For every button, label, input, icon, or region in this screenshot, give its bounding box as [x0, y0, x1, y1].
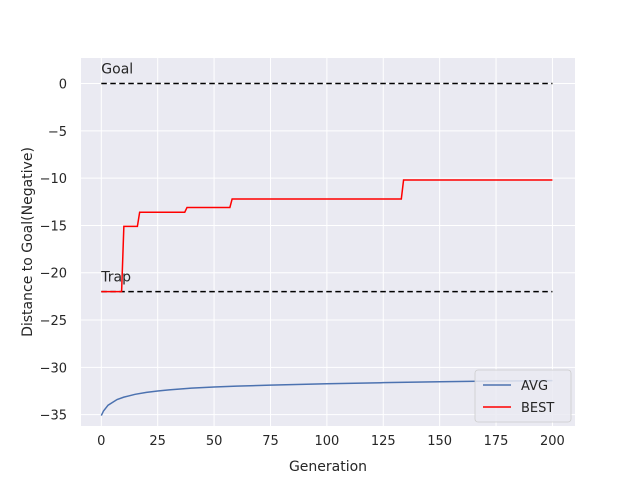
y-tick-label: −35 — [40, 409, 67, 424]
y-axis-label: Distance to Goal(Negative) — [20, 147, 36, 337]
x-axis-label: Generation — [289, 459, 367, 475]
x-tick-label: 175 — [484, 434, 509, 449]
y-tick-label: −15 — [40, 219, 67, 234]
x-tick-label: 200 — [540, 434, 565, 449]
y-tick-label: −10 — [40, 172, 67, 187]
x-tick-label: 125 — [371, 434, 396, 449]
legend-label-avg: AVG — [521, 379, 548, 394]
trap-label: Trap — [100, 270, 131, 286]
legend-box — [474, 369, 572, 423]
y-tick-label: 0 — [59, 78, 67, 93]
series-line-avg — [100, 379, 553, 416]
plot-background — [81, 58, 575, 426]
series-line-best — [101, 179, 553, 293]
x-tick-labels: 0 25 50 75 100 125 150 175 200 — [97, 434, 565, 449]
y-tick-labels: 0 −5 −10 −15 −20 −25 −30 −35 — [40, 78, 67, 424]
x-tick-label: 100 — [314, 434, 339, 449]
reference-lines: Goal Trap — [100, 62, 553, 293]
y-tick-label: −5 — [48, 125, 67, 140]
x-tick-label: 150 — [427, 434, 452, 449]
goal-label: Goal — [101, 62, 133, 78]
series-lines — [100, 179, 553, 416]
x-tick-label: 25 — [149, 434, 166, 449]
y-tick-label: −25 — [40, 314, 67, 329]
y-tick-label: −20 — [40, 267, 67, 282]
legend: AVG BEST — [474, 369, 572, 423]
x-tick-label: 75 — [262, 434, 279, 449]
legend-label-best: BEST — [521, 401, 554, 416]
x-tick-label: 0 — [97, 434, 105, 449]
y-tick-label: −30 — [40, 361, 67, 376]
x-tick-label: 50 — [206, 434, 223, 449]
